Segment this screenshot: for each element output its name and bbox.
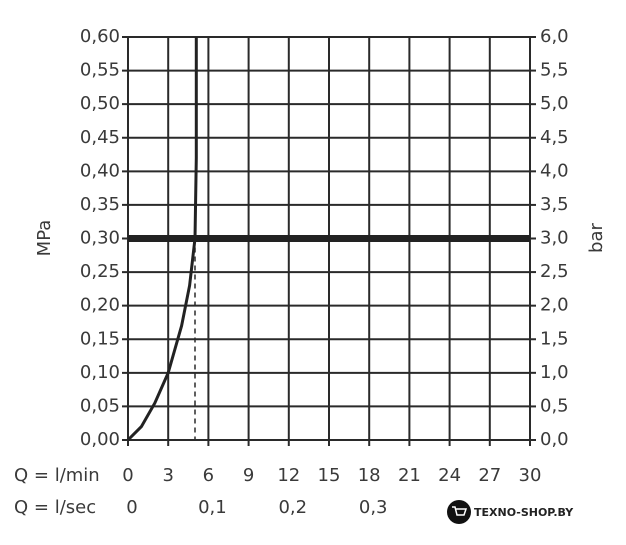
y2-tick-label: 4,5 [540, 127, 569, 148]
y2-tick-label: 2,0 [540, 295, 569, 316]
x-axis-label: Q = l/min [14, 465, 100, 486]
y-tick-label: 0,15 [80, 328, 120, 349]
y2-tick-label: 6,0 [540, 26, 569, 47]
y2-tick-label: 5,0 [540, 93, 569, 114]
x2-axis-label: Q = l/sec [14, 497, 96, 518]
y-tick-label: 0,40 [80, 160, 120, 181]
watermark: TEXNO-SHOP.BY [474, 506, 574, 519]
x2-tick-label: 0 [126, 497, 137, 518]
y2-axis-label: bar [586, 222, 607, 252]
flow-curve [126, 37, 198, 442]
y-tick-label: 0,00 [80, 429, 120, 450]
y2-tick-label: 3,0 [540, 228, 569, 249]
y2-tick-label: 3,5 [540, 194, 569, 215]
y-tick-label: 0,10 [80, 362, 120, 383]
y2-tick-label: 1,5 [540, 328, 569, 349]
x-tick-label: 27 [478, 465, 501, 486]
y2-tick-label: 1,0 [540, 362, 569, 383]
y2-tick-label: 0,0 [540, 429, 569, 450]
x-tick-label: 6 [203, 465, 214, 486]
y-tick-label: 0,45 [80, 127, 120, 148]
y2-tick-label: 4,0 [540, 160, 569, 181]
x-tick-label: 18 [358, 465, 381, 486]
y2-tick-label: 5,5 [540, 60, 569, 81]
y-tick-label: 0,55 [80, 60, 120, 81]
y2-tick-label: 2,5 [540, 261, 569, 282]
logo-icon [447, 500, 471, 524]
y-tick-label: 0,30 [80, 228, 120, 249]
x-tick-label: 12 [277, 465, 300, 486]
x-tick-label: 0 [122, 465, 133, 486]
y2-tick-label: 0,5 [540, 395, 569, 416]
y-tick-label: 0,05 [80, 395, 120, 416]
x-tick-label: 15 [318, 465, 341, 486]
y-tick-label: 0,35 [80, 194, 120, 215]
x-tick-label: 24 [438, 465, 461, 486]
x-tick-label: 9 [243, 465, 254, 486]
y-axis-label: MPa [34, 220, 55, 257]
y-tick-label: 0,20 [80, 295, 120, 316]
y-tick-label: 0,60 [80, 26, 120, 47]
x-tick-label: 3 [162, 465, 173, 486]
x2-tick-label: 0,3 [359, 497, 388, 518]
x-tick-label: 30 [519, 465, 542, 486]
x2-tick-label: 0,1 [198, 497, 227, 518]
y-tick-label: 0,25 [80, 261, 120, 282]
logo: TEXNO-SHOP.BY [447, 500, 574, 524]
x-tick-label: 21 [398, 465, 421, 486]
x2-tick-label: 0,2 [278, 497, 307, 518]
logo-cart [452, 506, 468, 516]
y-tick-label: 0,50 [80, 93, 120, 114]
